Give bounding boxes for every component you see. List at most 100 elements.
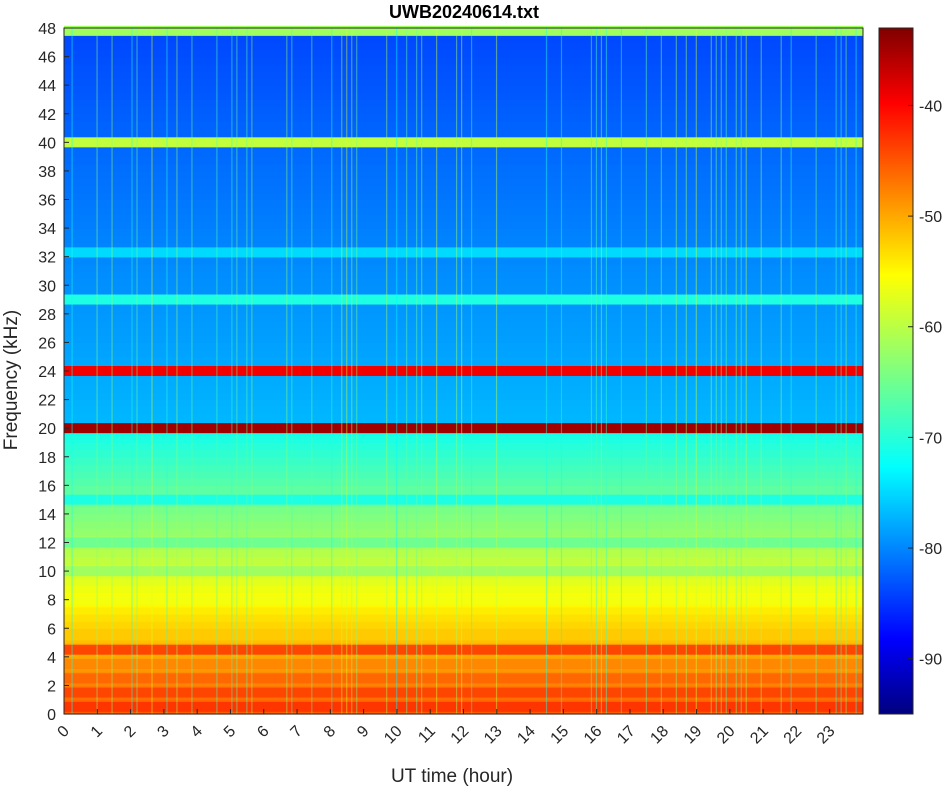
- y-tick-label: 6: [47, 621, 56, 638]
- heatmap-stripe: [231, 28, 233, 714]
- x-tick-label: 3: [154, 723, 172, 741]
- y-tick-label: 2: [47, 678, 56, 695]
- heatmap-row: [64, 99, 863, 108]
- heatmap-row: [64, 285, 863, 293]
- y-tick-label: 42: [38, 107, 56, 124]
- heatmap-row: [64, 199, 863, 208]
- heatmap-row: [64, 335, 863, 344]
- heatmap-row: [64, 70, 863, 79]
- heatmap-stripe: [166, 28, 168, 714]
- x-tick-label: 12: [448, 723, 473, 748]
- heatmap-row: [64, 513, 863, 522]
- heatmap-row: [64, 556, 863, 565]
- heatmap-stripe: [720, 28, 722, 714]
- x-tick-label: 18: [647, 723, 672, 748]
- heatmap-row: [64, 85, 863, 93]
- heatmap-row: [64, 478, 863, 486]
- heatmap-row: [64, 220, 863, 229]
- colorbar-tick-label: -40: [919, 98, 942, 115]
- heatmap-stripe: [71, 28, 73, 714]
- heatmap-row: [64, 342, 863, 351]
- y-tick-label: 32: [38, 250, 56, 267]
- heatmap-stripe: [710, 28, 712, 714]
- heatmap-row: [64, 306, 863, 315]
- y-tick-label: 46: [38, 50, 56, 67]
- heatmap-band: [64, 494, 863, 505]
- heatmap-stripe: [351, 28, 353, 714]
- heatmap-row: [64, 113, 863, 122]
- heatmap-band: [64, 423, 863, 434]
- x-tick-label: 13: [481, 723, 506, 748]
- x-tick-label: 5: [221, 723, 239, 741]
- colorbar-tick-label: -90: [919, 652, 942, 669]
- heatmap-stripes: [71, 28, 857, 714]
- x-axis-ticks: 0 1 2 3 4 5 6 7 8 9 10 11 12 13 14 15 16 17 18 19 20 21 22 23: [55, 709, 839, 747]
- heatmap-row: [64, 263, 863, 272]
- y-tick-label: 36: [38, 193, 56, 210]
- heatmap-row: [64, 92, 863, 101]
- heatmap-row: [64, 506, 863, 515]
- heatmap-band: [64, 644, 863, 655]
- heatmap-row: [64, 313, 863, 322]
- heatmap-stripe: [645, 28, 647, 714]
- heatmap-row: [64, 156, 863, 165]
- heatmap-row: [64, 213, 863, 222]
- heatmap-band: [64, 537, 863, 548]
- heatmap-row: [64, 613, 863, 622]
- y-tick-label: 28: [38, 307, 56, 324]
- heatmap-stripe: [675, 28, 677, 714]
- y-axis-ticks: 0246810121416182022242628303234363840424…: [38, 21, 69, 724]
- y-tick-label: 4: [47, 650, 56, 667]
- heatmap-row: [64, 256, 863, 265]
- heatmap-row: [64, 328, 863, 336]
- heatmap-band: [64, 673, 863, 684]
- heatmap-row: [64, 320, 863, 329]
- heatmap-row: [64, 485, 863, 494]
- heatmap-row: [64, 528, 863, 536]
- x-tick-label: 21: [747, 723, 772, 748]
- heatmap-stripe: [331, 28, 333, 714]
- heatmap-stripe: [780, 28, 782, 714]
- heatmap-band: [64, 365, 863, 377]
- x-tick-label: 16: [581, 723, 606, 748]
- y-tick-label: 40: [38, 135, 56, 152]
- heatmap-row: [64, 163, 863, 172]
- colorbar-tick-label: -60: [919, 320, 942, 337]
- heatmap-row: [64, 235, 863, 243]
- y-axis-label: Frequency (kHz): [1, 310, 22, 450]
- heatmap-stripe: [251, 28, 253, 714]
- colorbar-tick-label: -70: [919, 430, 942, 447]
- heatmap-stripe: [845, 28, 847, 714]
- x-tick-label: 19: [681, 723, 706, 748]
- heatmap-stripe: [456, 28, 458, 714]
- heatmap-stripe: [760, 28, 762, 714]
- y-tick-label: 24: [38, 364, 56, 381]
- heatmap-band: [64, 594, 863, 605]
- x-tick-label: 7: [288, 723, 306, 741]
- heatmap-stripe: [151, 28, 153, 714]
- heatmap-stripe: [216, 28, 218, 714]
- colorbar-tick-label: -50: [919, 209, 942, 226]
- heatmap-row: [64, 149, 863, 158]
- x-tick-label: 0: [55, 723, 73, 741]
- colorbar-tick-label: -80: [919, 541, 942, 558]
- x-tick-label: 8: [321, 723, 339, 741]
- heatmap-stripe: [291, 28, 293, 714]
- x-axis-label: UT time (hour): [391, 766, 513, 786]
- heatmap-band: [64, 701, 863, 712]
- x-tick-label: 20: [714, 723, 739, 748]
- heatmap-row: [64, 621, 863, 629]
- heatmap-stripe: [815, 28, 817, 714]
- heatmap-band: [64, 294, 863, 305]
- heatmap-stripe: [560, 28, 563, 714]
- x-tick-label: 2: [121, 723, 139, 741]
- heatmap-row: [64, 385, 863, 394]
- heatmap-stripe: [620, 28, 623, 714]
- heatmap-stripe: [660, 28, 662, 714]
- heatmap-stripe: [595, 28, 598, 714]
- y-tick-label: 20: [38, 421, 56, 438]
- heatmap-row: [64, 120, 863, 129]
- heatmap-stripe: [386, 28, 388, 714]
- heatmap-stripe: [286, 28, 288, 714]
- heatmap-row: [64, 349, 863, 358]
